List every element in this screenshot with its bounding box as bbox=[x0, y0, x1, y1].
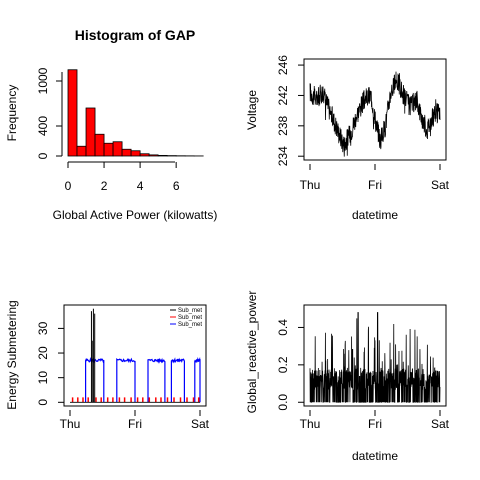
y-tick-label: 0 bbox=[36, 399, 50, 406]
voltage-plot-box bbox=[303, 58, 447, 161]
histogram-bar bbox=[67, 69, 78, 157]
x-tick-label: Thu bbox=[60, 417, 81, 431]
histogram-x-ticks: 0 2 4 6 bbox=[65, 162, 180, 193]
x-tick-label: Sat bbox=[431, 178, 450, 192]
x-tick-label: Fri bbox=[368, 178, 382, 192]
x-tick-label: Thu bbox=[300, 178, 321, 192]
histogram-x-label: Global Active Power (kilowatts) bbox=[53, 208, 218, 222]
submetering-plot-box bbox=[63, 304, 207, 407]
legend-entry-1: Sub_met bbox=[178, 308, 202, 314]
histogram-panel: Histogram of GAP 0 400 1000 0 2 4 6 Global Ac… bbox=[5, 27, 217, 222]
submetering-panel: 0 10 20 30 Thu Fri Sat Sub_met Sub_met Sub_me… bbox=[5, 300, 210, 431]
y-tick-label: 10 bbox=[36, 371, 50, 385]
submetering-x-ticks: Thu Fri Sat bbox=[60, 410, 210, 431]
histogram-y-label: Frequency bbox=[5, 85, 19, 142]
submetering-legend: Sub_met Sub_met Sub_met bbox=[170, 308, 202, 328]
y-tick-label: 1000 bbox=[36, 67, 50, 94]
y-tick-label: 20 bbox=[36, 346, 50, 360]
submetering-y-label: Energy Submetering bbox=[5, 300, 19, 409]
histogram-bars bbox=[67, 69, 204, 157]
y-tick-label: 242 bbox=[276, 85, 290, 105]
sub-metering-3-block bbox=[147, 357, 166, 403]
y-tick-label: 0.2 bbox=[276, 356, 290, 373]
histogram-bar bbox=[103, 142, 114, 157]
histogram-y-ticks: 0 400 1000 bbox=[36, 67, 62, 159]
reactive-power-series-line bbox=[309, 312, 441, 403]
histogram-title: Histogram of GAP bbox=[75, 27, 196, 43]
sub-metering-3-block bbox=[170, 357, 185, 403]
reactive-plot-box bbox=[303, 304, 447, 407]
x-tick-label: Thu bbox=[300, 417, 321, 431]
legend-entry-2: Sub_met bbox=[178, 315, 202, 321]
reactive-x-ticks: Thu Fri Sat bbox=[300, 410, 450, 431]
y-tick-label: 238 bbox=[276, 115, 290, 135]
voltage-x-ticks: Thu Fri Sat bbox=[300, 164, 450, 192]
reactive-y-ticks: 0.0 0.2 0.4 bbox=[276, 319, 304, 411]
sub-metering-3-block bbox=[194, 356, 201, 403]
voltage-y-label: Voltage bbox=[245, 90, 259, 130]
histogram-bar bbox=[139, 153, 150, 157]
x-tick-label: 2 bbox=[101, 179, 108, 193]
histogram-bar bbox=[157, 154, 168, 157]
y-tick-label: 0.0 bbox=[276, 394, 290, 411]
reactive-power-panel: 0.0 0.2 0.4 Thu Fri Sat datetime Global_reac… bbox=[245, 291, 450, 463]
y-tick-label: 234 bbox=[276, 146, 290, 166]
x-tick-label: 0 bbox=[65, 179, 72, 193]
y-tick-label: 246 bbox=[276, 55, 290, 75]
sub-metering-3-block bbox=[116, 357, 136, 403]
x-tick-label: 4 bbox=[137, 179, 144, 193]
histogram-bar bbox=[85, 107, 96, 157]
y-tick-label: 400 bbox=[36, 116, 50, 136]
voltage-x-label: datetime bbox=[352, 208, 398, 222]
legend-entry-3: Sub_met bbox=[178, 322, 202, 328]
y-tick-label: 30 bbox=[36, 321, 50, 335]
reactive-y-label: Global_reactive_power bbox=[245, 291, 259, 414]
x-tick-label: Fri bbox=[128, 417, 142, 431]
voltage-series-line bbox=[309, 71, 441, 157]
reactive-x-label: datetime bbox=[352, 449, 398, 463]
x-tick-label: Sat bbox=[431, 417, 450, 431]
histogram-bar bbox=[148, 154, 159, 157]
x-tick-label: Sat bbox=[191, 417, 210, 431]
histogram-bar bbox=[121, 148, 132, 157]
voltage-y-ticks: 234 238 242 246 bbox=[276, 55, 304, 166]
histogram-bar bbox=[130, 150, 141, 157]
histogram-bar bbox=[112, 141, 123, 157]
submetering-series bbox=[70, 308, 201, 403]
x-tick-label: 6 bbox=[173, 179, 180, 193]
voltage-panel: 234 238 242 246 Thu Fri Sat datetime Voltage bbox=[245, 55, 450, 222]
submetering-y-ticks: 0 10 20 30 bbox=[36, 321, 64, 406]
y-tick-label: 0.4 bbox=[276, 319, 290, 336]
y-tick-label: 0 bbox=[36, 152, 50, 159]
x-tick-label: Fri bbox=[368, 417, 382, 431]
histogram-bar bbox=[76, 145, 87, 157]
histogram-bar bbox=[94, 133, 105, 157]
